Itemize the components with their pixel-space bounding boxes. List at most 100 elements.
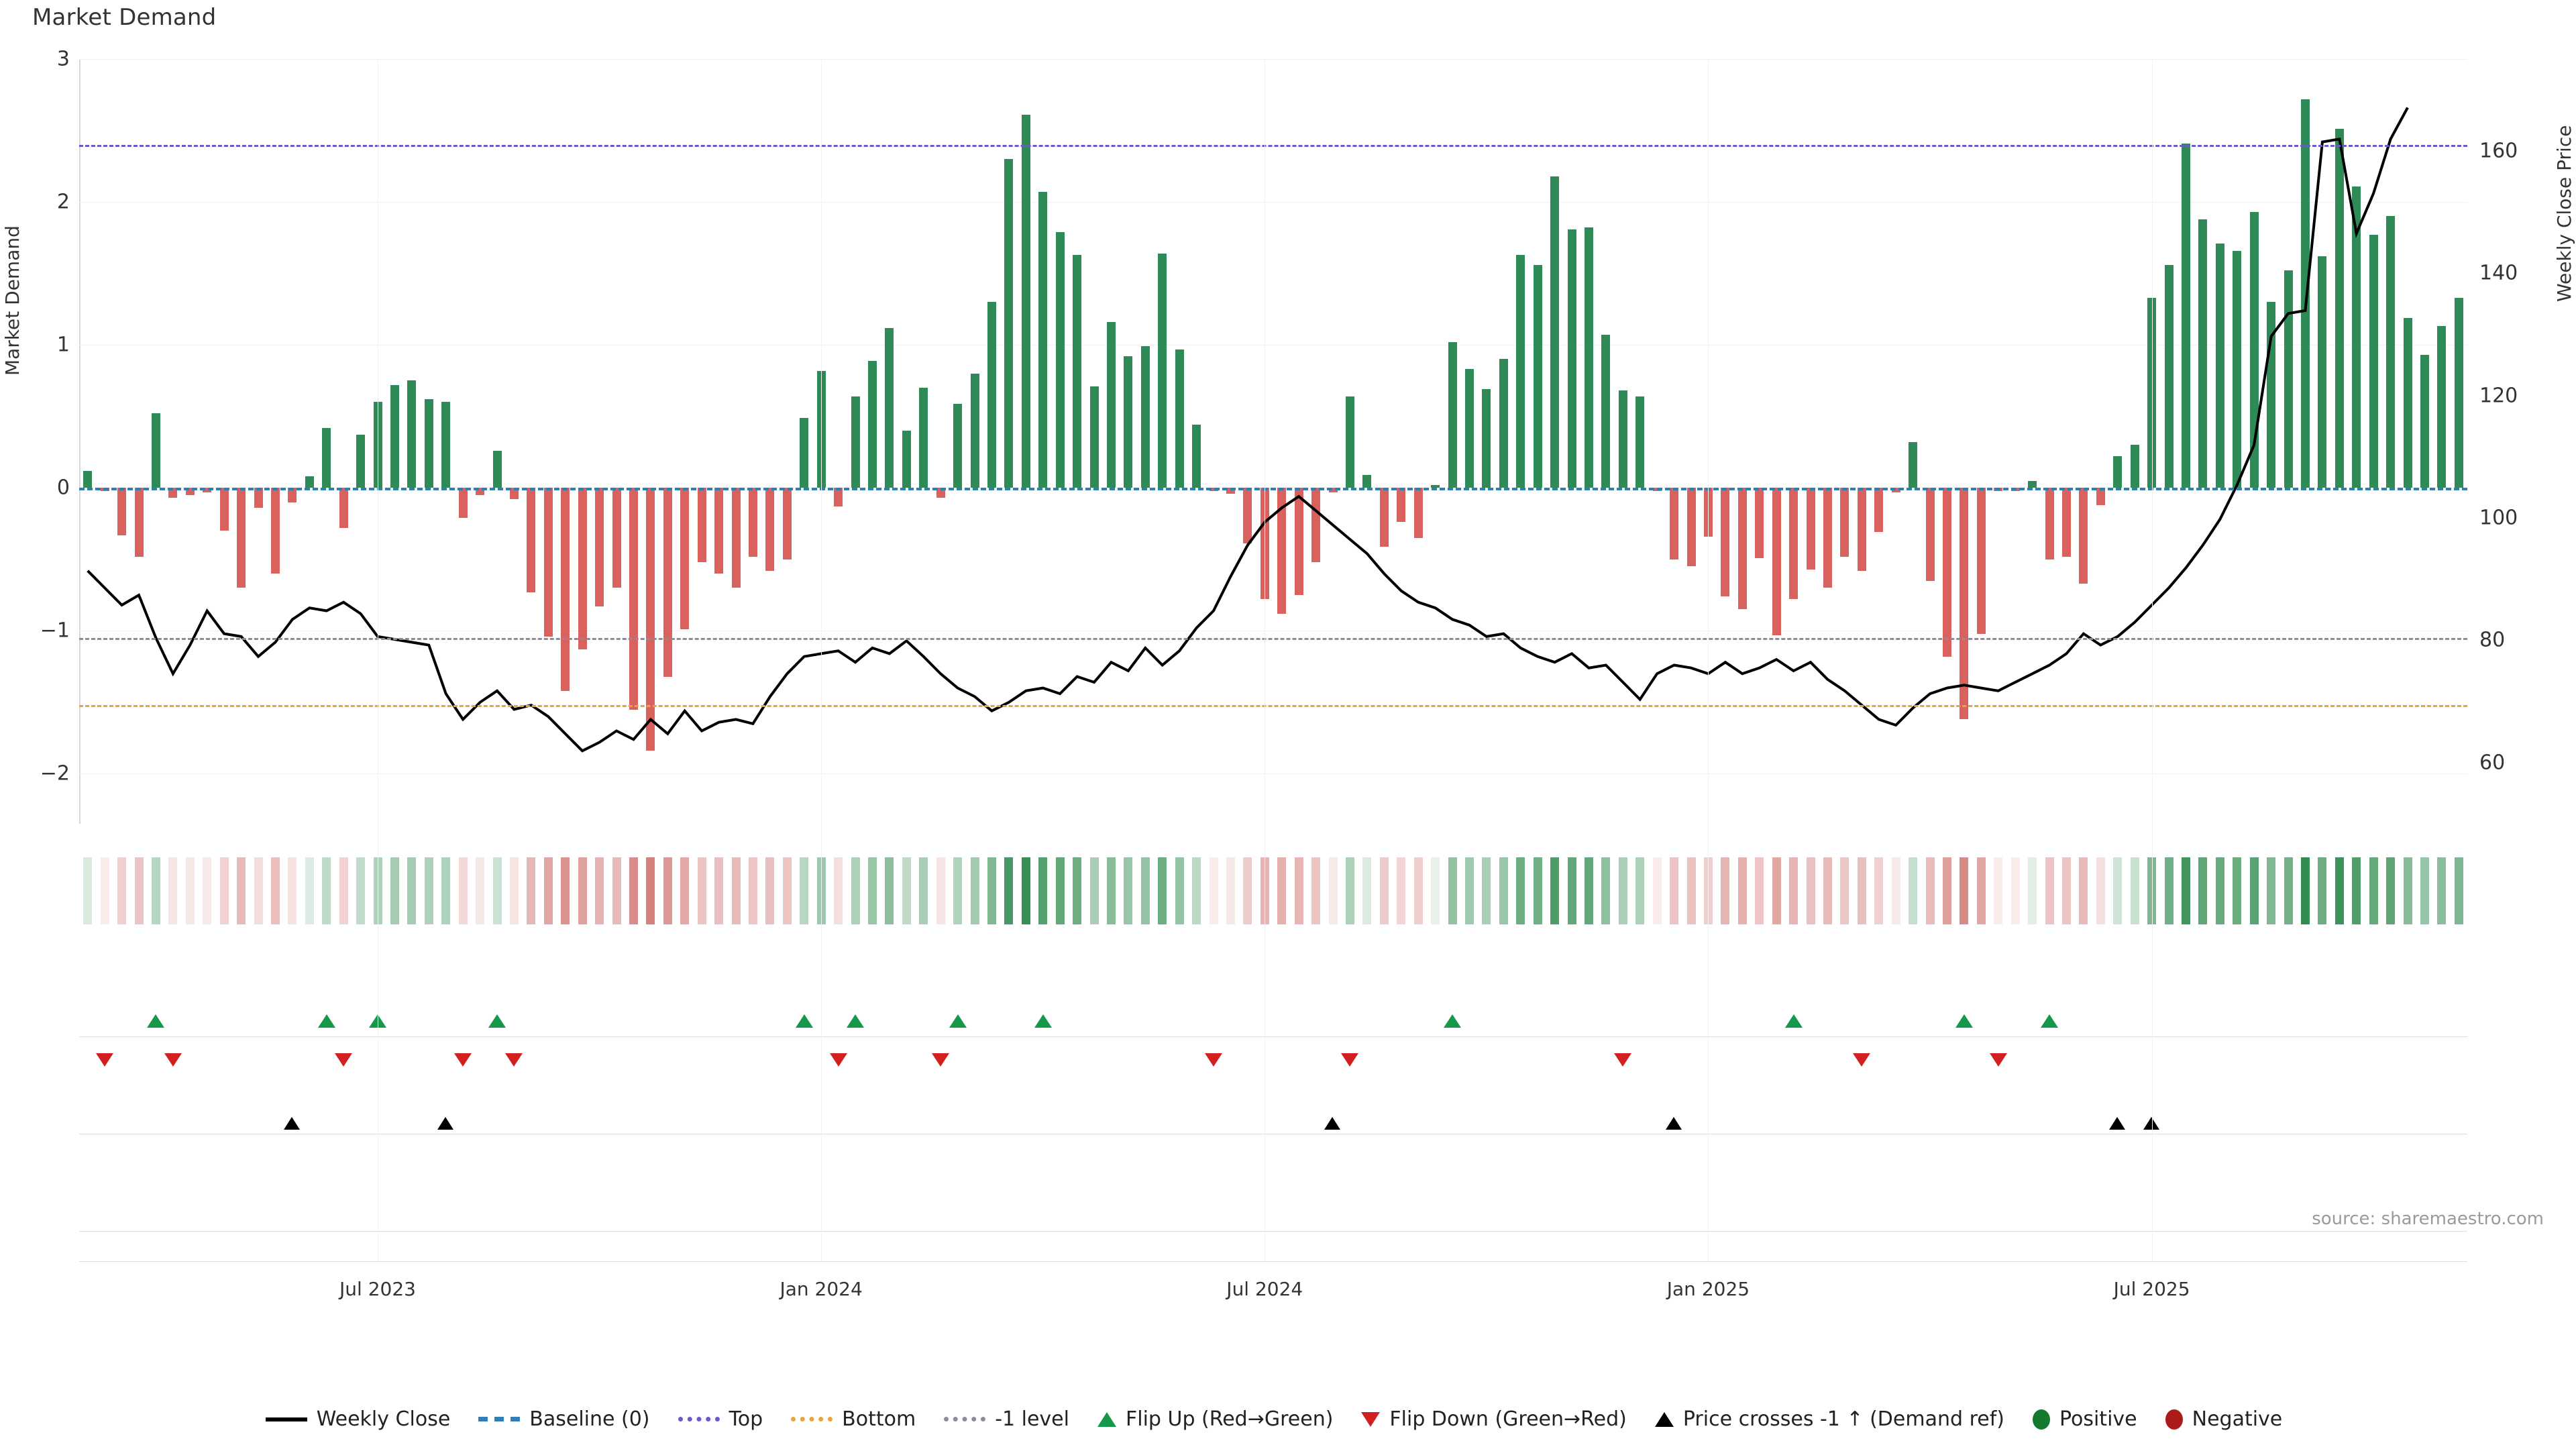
heat-cell	[1413, 857, 1423, 924]
demand-bar	[731, 488, 741, 588]
demand-bar	[953, 403, 963, 488]
heat-cell	[561, 857, 570, 924]
flip-down-marker	[335, 1053, 353, 1067]
source-note: source: sharemaestro.com	[2312, 1209, 2544, 1229]
legend-item-flip-up[interactable]: Flip Up (Red→Green)	[1097, 1407, 1333, 1431]
gridline-3	[79, 59, 2467, 60]
heat-cell	[1789, 857, 1799, 924]
price-cross-marker	[2143, 1117, 2159, 1130]
demand-bar	[2318, 256, 2327, 488]
demand-bar	[151, 413, 160, 488]
chart-legend: Weekly Close Baseline (0) Top Bottom -1 leve…	[0, 1407, 2576, 1431]
legend-item-positive[interactable]: Positive	[2032, 1407, 2137, 1431]
heat-cell	[970, 857, 979, 924]
flip-down-marker	[1341, 1053, 1359, 1067]
heat-cell	[851, 857, 860, 924]
right-tick-160: 160	[2479, 139, 2518, 163]
demand-bar	[424, 399, 433, 488]
demand-bar	[390, 384, 399, 488]
heat-cell	[1994, 857, 2003, 924]
heat-cell	[2454, 857, 2463, 924]
demand-bar	[1311, 488, 1321, 563]
heat-cell	[1772, 857, 1781, 924]
heat-cell	[100, 857, 109, 924]
heat-cell	[2130, 857, 2139, 924]
heat-cell	[1089, 857, 1099, 924]
demand-bar	[527, 488, 536, 592]
demand-bar	[1277, 488, 1287, 614]
heat-cell	[509, 857, 519, 924]
right-tick-60: 60	[2479, 751, 2506, 775]
heat-cell	[1652, 857, 1662, 924]
heat-cell	[2079, 857, 2088, 924]
demand-bar	[270, 488, 280, 574]
demand-bar	[2352, 186, 2361, 488]
weekly-close-path	[87, 107, 2409, 753]
legend-swatch-dot-top-icon	[678, 1417, 720, 1421]
legend-item-weekly-close[interactable]: Weekly Close	[265, 1407, 450, 1431]
heat-cell	[1618, 857, 1627, 924]
demand-bar	[748, 488, 757, 557]
demand-bar	[663, 488, 672, 677]
heat-cell	[1140, 857, 1150, 924]
heat-cell	[697, 857, 706, 924]
legend-item-price-crosses[interactable]: Price crosses -1 ↑ (Demand ref)	[1654, 1407, 2004, 1431]
legend-item-minus-one-level[interactable]: -1 level	[944, 1407, 1069, 1431]
demand-bar	[2215, 243, 2224, 488]
heat-cell	[356, 857, 366, 924]
demand-bar	[322, 427, 331, 488]
heat-cell	[2181, 857, 2190, 924]
heat-cell	[1431, 857, 1440, 924]
heat-cell	[714, 857, 724, 924]
heat-cell	[919, 857, 928, 924]
heat-cell	[1004, 857, 1014, 924]
demand-bar	[2045, 488, 2054, 559]
flip-down-marker	[829, 1053, 847, 1067]
heat-cell	[1345, 857, 1354, 924]
heat-cell	[1601, 857, 1611, 924]
demand-bar	[305, 476, 314, 488]
legend-item-baseline[interactable]: Baseline (0)	[478, 1407, 650, 1431]
heat-cell	[476, 857, 485, 924]
heat-cell	[1686, 857, 1696, 924]
legend-swatch-dash-icon	[478, 1417, 521, 1421]
legend-label: Negative	[2192, 1407, 2283, 1431]
flip-down-marker	[164, 1053, 182, 1067]
demand-bar	[1601, 335, 1611, 488]
demand-bar	[1140, 346, 1150, 488]
legend-item-bottom[interactable]: Bottom	[791, 1407, 916, 1431]
heat-cell	[765, 857, 775, 924]
heat-cell	[1909, 857, 1918, 924]
heat-cell	[1806, 857, 1815, 924]
demand-bar	[1243, 488, 1252, 544]
demand-bar	[1362, 475, 1372, 488]
heat-cell	[1379, 857, 1389, 924]
x-tick-label: Jan 2025	[1666, 1278, 1750, 1300]
right-axis-ticks: 160 140 120 100 80 60	[2475, 59, 2569, 824]
heat-cell	[1840, 857, 1849, 924]
demand-bar	[458, 488, 468, 518]
heat-cell	[1021, 857, 1030, 924]
heat-cell	[800, 857, 809, 924]
demand-bar	[185, 488, 195, 495]
legend-item-flip-down[interactable]: Flip Down (Green→Red)	[1361, 1407, 1627, 1431]
legend-item-negative[interactable]: Negative	[2165, 1407, 2283, 1431]
heat-cell	[1209, 857, 1218, 924]
heat-cell	[203, 857, 212, 924]
heat-cell	[1737, 857, 1747, 924]
demand-bar	[697, 488, 706, 563]
demand-bar	[1089, 386, 1099, 488]
heat-cell	[492, 857, 502, 924]
demand-bar	[83, 470, 93, 488]
right-axis-label: Weekly Close Price	[2553, 125, 2575, 302]
demand-bar	[492, 450, 502, 488]
heat-cell	[2198, 857, 2208, 924]
demand-bar	[219, 488, 229, 531]
legend-item-top[interactable]: Top	[678, 1407, 763, 1431]
demand-bar	[765, 488, 775, 571]
heat-cell	[305, 857, 314, 924]
heat-cell	[1925, 857, 1935, 924]
heat-cell	[2352, 857, 2361, 924]
demand-bar	[288, 488, 297, 502]
flip-down-marker	[1614, 1053, 1632, 1067]
